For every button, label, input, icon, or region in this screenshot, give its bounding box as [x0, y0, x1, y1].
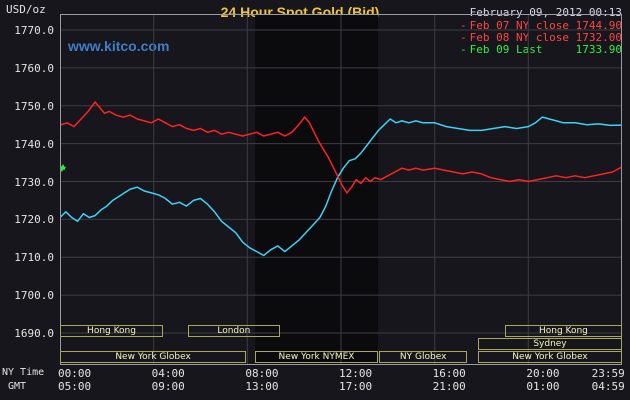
gmt-axis-label: GMT	[8, 381, 27, 392]
x-axis-tick-gmt: 04:59	[591, 380, 625, 393]
y-axis-tick-label: 1770.0	[14, 24, 54, 37]
session-box-new-york-globex-1: New York Globex	[60, 351, 247, 363]
legend-dash-icon: -	[460, 31, 467, 44]
x-axis-tick-gmt: 09:00	[151, 380, 185, 393]
session-box-sydney: Sydney	[477, 338, 622, 350]
y-axis-units-label: USD/oz	[6, 3, 46, 16]
session-box-ny-globex: NY Globex	[378, 351, 468, 363]
x-axis-tick-gmt: 17:00	[339, 380, 373, 393]
legend-row-feb-07: - Feb 07 NY close 1744.90	[460, 20, 622, 32]
session-box-hong-kong-1: Hong Kong	[60, 325, 164, 337]
series-line-feb-08	[60, 101, 622, 194]
x-axis-tick-gmt: 01:00	[526, 380, 560, 393]
y-axis-tick-label: 1710.0	[14, 251, 54, 265]
x-axis-tick-ny: 16:00	[432, 367, 466, 380]
legend: - Feb 07 NY close 1744.90 - Feb 08 NY clos…	[460, 20, 622, 56]
x-axis-tick-ny: 08:00	[245, 367, 279, 380]
session-box-london: London	[187, 325, 281, 337]
legend-row-feb-09: - Feb 09 Last 1733.90	[460, 44, 622, 56]
x-axis-tick-ny: 00:00	[58, 367, 92, 380]
legend-row-feb-08: - Feb 08 NY close 1732.00	[460, 32, 622, 44]
legend-dash-icon: -	[460, 19, 467, 32]
y-axis-tick-label: 1730.0	[14, 175, 54, 189]
legend-label: Feb 09 Last 1733.90	[469, 43, 622, 56]
x-axis-tick-ny: 23:59	[591, 367, 625, 380]
legend-dash-icon: -	[460, 43, 467, 56]
x-axis-tick-ny: 12:00	[339, 367, 373, 380]
ny-time-axis-label: NY Time	[2, 367, 45, 378]
x-axis-tick-gmt: 05:00	[58, 380, 92, 393]
plot-border	[60, 14, 622, 365]
legend-label: Feb 07 NY close 1744.90	[469, 19, 622, 32]
y-axis-tick-label: 1740.0	[14, 137, 54, 151]
y-axis-tick-label: 1690.0	[14, 327, 54, 340]
kitco-watermark: www.kitco.com	[68, 38, 170, 54]
y-axis-tick-label: 1700.0	[14, 289, 54, 303]
y-axis-tick-label: 1720.0	[14, 213, 54, 227]
session-box-new-york-nymex: New York NYMEX	[255, 351, 378, 363]
series-line-feb-07	[60, 116, 622, 257]
plot-area: Hong Kong London Hong Kong Sydney New York G…	[60, 14, 622, 365]
x-axis-tick-ny: 04:00	[151, 367, 185, 380]
session-box-new-york-globex-2: New York Globex	[477, 351, 622, 363]
session-box-hong-kong-2: Hong Kong	[504, 325, 622, 337]
nymex-session-band	[255, 15, 378, 364]
plot-canvas	[60, 14, 622, 365]
chart-datetime: February 09, 2012 00:13	[469, 6, 622, 19]
y-axis-tick-label: 1760.0	[14, 61, 54, 75]
legend-label: Feb 08 NY close 1732.00	[469, 31, 622, 44]
y-axis-tick-label: 1750.0	[14, 99, 54, 113]
x-axis-tick-gmt: 13:00	[245, 380, 279, 393]
x-axis-tick-gmt: 21:00	[432, 380, 466, 393]
x-axis-tick-ny: 20:00	[526, 367, 560, 380]
